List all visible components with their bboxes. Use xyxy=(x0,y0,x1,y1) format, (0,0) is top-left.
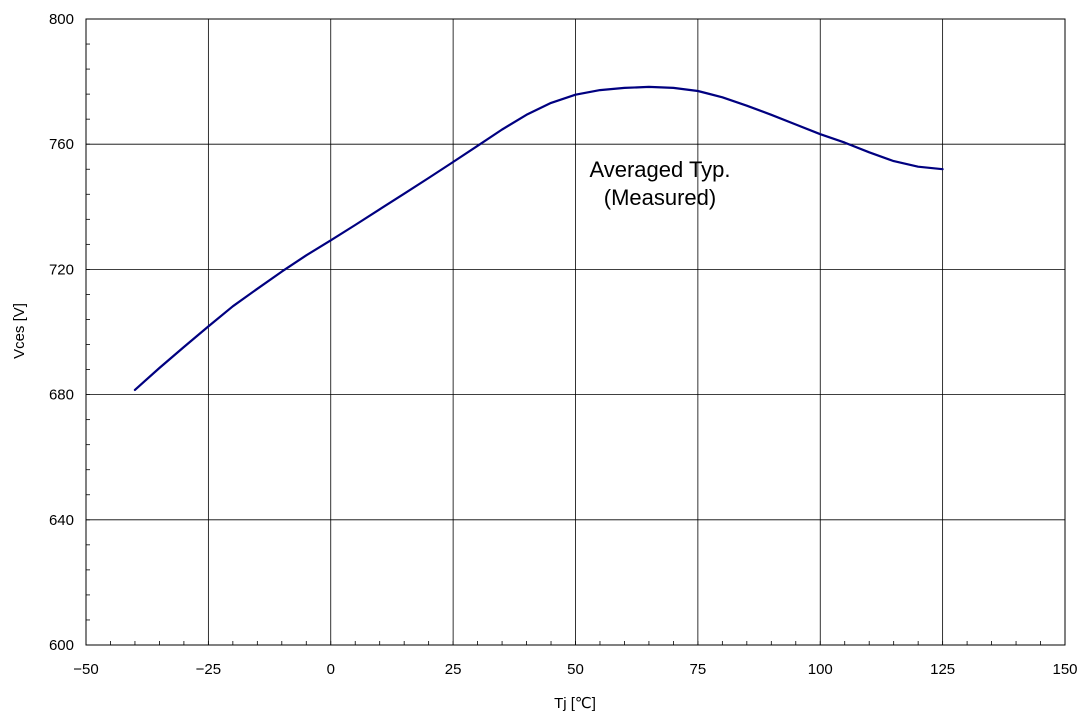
x-axis-label: Tj [℃] xyxy=(554,695,596,712)
grid-lines xyxy=(86,19,1065,645)
y-tick-label: 720 xyxy=(49,261,74,278)
x-tick-label: 0 xyxy=(327,661,335,678)
x-tick-label: −25 xyxy=(196,661,221,678)
x-tick-label: −50 xyxy=(73,661,98,678)
y-tick-label: 680 xyxy=(49,387,74,404)
annotation-line-1: Averaged Typ. xyxy=(589,157,730,182)
x-tick-label: 100 xyxy=(808,661,833,678)
y-tick-label: 640 xyxy=(49,512,74,529)
x-tick-labels: −50 −25 0 25 50 75 100 125 150 xyxy=(73,661,1077,678)
annotation-line-2: (Measured) xyxy=(604,185,716,210)
x-tick-label: 25 xyxy=(445,661,462,678)
series-layer xyxy=(133,85,944,391)
y-tick-label: 760 xyxy=(49,136,74,153)
y-tick-labels: 600 640 680 720 760 800 xyxy=(49,11,74,654)
y-tick-label: 800 xyxy=(49,11,74,28)
x-tick-label: 75 xyxy=(690,661,707,678)
x-tick-label: 125 xyxy=(930,661,955,678)
y-axis-label: Vces [V] xyxy=(11,303,28,359)
y-tick-label: 600 xyxy=(49,637,74,654)
series-line xyxy=(133,85,944,391)
x-tick-label: 150 xyxy=(1052,661,1077,678)
x-tick-label: 50 xyxy=(567,661,584,678)
plot-frame xyxy=(85,18,1066,646)
